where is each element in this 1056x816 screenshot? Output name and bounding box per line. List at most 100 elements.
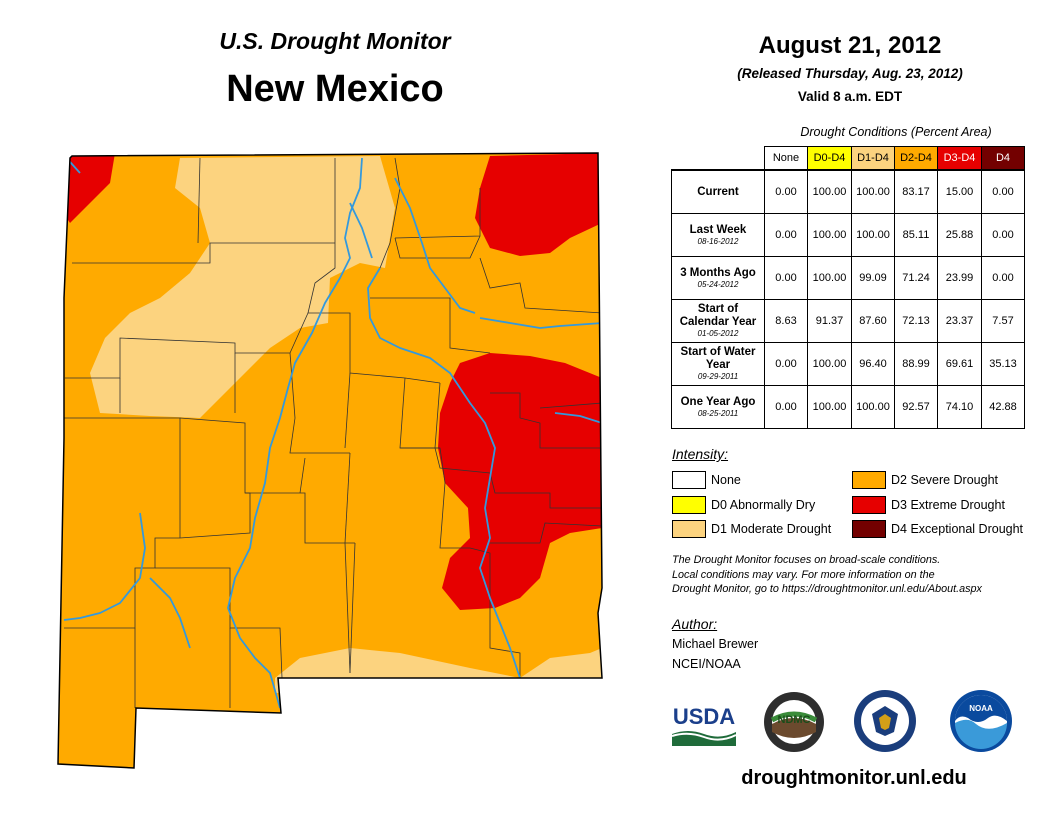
legend-swatch xyxy=(672,520,706,538)
row-date: 09-29-2011 xyxy=(697,372,739,381)
row-label-text: 3 Months Ago xyxy=(680,266,756,279)
legend-item-d0: D0 Abnormally Dry xyxy=(672,496,815,514)
table-cell: 100.00 xyxy=(851,169,895,214)
table-row: Last Week 08-16-2012 0.00 100.00 100.00 8… xyxy=(671,213,1025,257)
legend-item-d1: D1 Moderate Drought xyxy=(672,520,831,538)
row-date: 08-16-2012 xyxy=(697,236,739,246)
table-cell: 8.63 xyxy=(764,299,808,343)
table-caption: Drought Conditions (Percent Area) xyxy=(800,125,992,139)
commerce-seal xyxy=(854,690,916,752)
footer-url[interactable]: droughtmonitor.unl.edu xyxy=(741,767,967,789)
usda-logo-text: USDA xyxy=(673,704,735,729)
legend-swatch xyxy=(672,471,706,489)
note-line: Drought Monitor, go to https://droughtmo… xyxy=(672,583,982,595)
legend-item-d2: D2 Severe Drought xyxy=(852,471,998,489)
map-subtitle: U.S. Drought Monitor xyxy=(219,28,451,54)
river-canadian xyxy=(394,177,476,314)
table-cell: 100.00 xyxy=(851,385,895,429)
legend-label: None xyxy=(711,473,741,487)
table-row: Start of Calendar Year 01-05-2012 8.63 91… xyxy=(671,299,1025,343)
river-mimbres xyxy=(149,577,191,649)
county-lines xyxy=(64,157,602,708)
table-cell: 23.99 xyxy=(937,256,982,300)
legend-swatch xyxy=(852,496,886,514)
col-d4: D4 xyxy=(981,146,1025,171)
legend-item-d4: D4 Exceptional Drought xyxy=(852,520,1023,538)
table-cell: 23.37 xyxy=(937,299,982,343)
disclaimer-note: The Drought Monitor focuses on broad-sca… xyxy=(672,553,1042,597)
map-d3-northeast xyxy=(475,153,602,256)
row-date: 01-05-2012 xyxy=(697,329,739,338)
table-cell: 83.17 xyxy=(894,169,938,214)
row-label: Start of Water Year 09-29-2011 xyxy=(671,342,765,386)
table-row: Start of Water Year 09-29-2011 0.00 100.0… xyxy=(671,342,1025,386)
map-date: August 21, 2012 xyxy=(758,32,942,59)
row-label-text: Last Week xyxy=(689,223,747,236)
map-d3-east xyxy=(438,353,602,610)
row-label: Current xyxy=(671,169,765,214)
river-pecos xyxy=(367,267,521,679)
state-outline xyxy=(57,152,603,769)
author-label: Author: xyxy=(672,616,718,632)
map-title: New Mexico xyxy=(226,68,444,110)
river-chama xyxy=(349,202,373,259)
table-cell: 100.00 xyxy=(807,342,852,386)
river-canadian-east xyxy=(479,317,602,329)
table-row: Current 0.00 100.00 100.00 83.17 15.00 0… xyxy=(671,169,1025,214)
noaa-logo-text: NOAA xyxy=(969,704,993,713)
release-date: (Released Thursday, Aug. 23, 2012) xyxy=(737,66,963,81)
col-d3-d4: D3-D4 xyxy=(937,146,982,171)
table-cell: 0.00 xyxy=(764,256,808,300)
legend-item-d3: D3 Extreme Drought xyxy=(852,496,1005,514)
table-cell: 7.57 xyxy=(981,299,1025,343)
table-row: 3 Months Ago 05-24-2012 0.00 100.00 99.09… xyxy=(671,256,1025,300)
author-name: Michael Brewer xyxy=(672,637,759,651)
row-label: Start of Calendar Year 01-05-2012 xyxy=(671,299,765,343)
table-cell: 92.57 xyxy=(894,385,938,429)
row-label: Last Week 08-16-2012 xyxy=(671,213,765,257)
row-label: One Year Ago 08-25-2011 xyxy=(671,385,765,429)
drought-map xyxy=(57,152,603,769)
table-cell: 99.09 xyxy=(851,256,895,300)
col-d1-d4: D1-D4 xyxy=(851,146,895,171)
table-cell: 0.00 xyxy=(764,213,808,257)
table-cell: 0.00 xyxy=(981,256,1025,300)
table-cell: 0.00 xyxy=(764,169,808,214)
ndmc-logo: NDMC xyxy=(764,692,824,752)
legend-label: D0 Abnormally Dry xyxy=(711,498,816,512)
note-line: Local conditions may vary. For more info… xyxy=(672,568,935,581)
note-line: The Drought Monitor focuses on broad-sca… xyxy=(672,554,941,566)
table-cell: 100.00 xyxy=(807,385,852,429)
table-cell: 69.61 xyxy=(937,342,982,386)
legend-item-none: None xyxy=(672,471,741,489)
table-cell: 85.11 xyxy=(894,213,938,257)
table-cell: 35.13 xyxy=(981,342,1025,386)
table-cell: 74.10 xyxy=(937,385,982,429)
map-d3-northwest xyxy=(60,153,115,223)
legend-label: D4 Exceptional Drought xyxy=(891,522,1024,536)
river-east xyxy=(554,412,602,424)
map-d1-northcentral xyxy=(90,156,395,418)
legend-swatch xyxy=(852,520,886,538)
row-date: 08-25-2011 xyxy=(697,408,739,418)
table-cell: 72.13 xyxy=(894,299,938,343)
table-row: One Year Ago 08-25-2011 0.00 100.00 100.0… xyxy=(671,385,1025,429)
legend-label: D2 Severe Drought xyxy=(891,473,999,487)
legend-label: D1 Moderate Drought xyxy=(711,522,832,536)
row-label-text: Start of Water Year xyxy=(680,346,756,371)
table-cell: 0.00 xyxy=(981,169,1025,214)
table-cell: 96.40 xyxy=(851,342,895,386)
row-label-text: Current xyxy=(697,185,739,198)
table-cell: 0.00 xyxy=(981,213,1025,257)
col-d2-d4: D2-D4 xyxy=(894,146,938,171)
row-label-text: One Year Ago xyxy=(680,395,756,408)
table-cell: 100.00 xyxy=(807,169,852,214)
table-cell: 100.00 xyxy=(851,213,895,257)
valid-time: Valid 8 a.m. EDT xyxy=(797,89,903,104)
river-gila xyxy=(63,512,146,621)
table-header-row: None D0-D4 D1-D4 D2-D4 D3-D4 D4 xyxy=(672,146,1025,171)
table-cell: 87.60 xyxy=(851,299,895,343)
table-cell: 42.88 xyxy=(981,385,1025,429)
legend-label: D3 Extreme Drought xyxy=(891,498,1005,512)
table-cell: 91.37 xyxy=(807,299,852,343)
